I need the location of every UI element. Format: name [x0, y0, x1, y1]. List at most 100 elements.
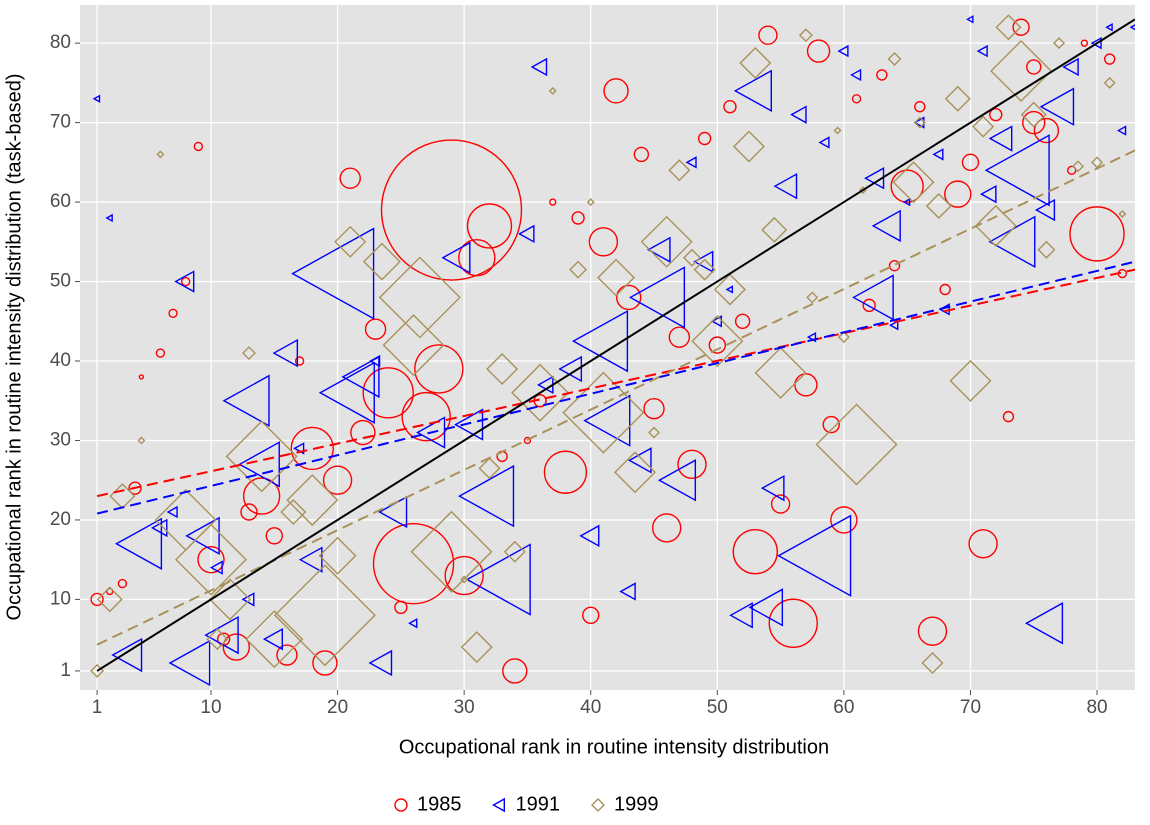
axes: 1 10 20 30 40 50 60 70 80 1 10 20 30 40 50 60 70 80	[50, 32, 1108, 718]
point	[209, 560, 223, 575]
point	[117, 578, 128, 589]
point	[1002, 410, 1015, 423]
point	[1103, 53, 1116, 65]
point	[111, 637, 143, 673]
point	[1012, 18, 1030, 36]
point	[378, 256, 461, 339]
point	[968, 529, 998, 559]
point	[530, 57, 548, 77]
point	[1067, 165, 1077, 175]
y-tick-label: 10	[50, 588, 71, 609]
point	[401, 391, 451, 442]
point	[511, 363, 570, 422]
y-tick-label: 70	[50, 112, 71, 133]
point	[114, 517, 163, 570]
point	[262, 627, 283, 651]
point	[708, 336, 727, 354]
point	[518, 224, 535, 244]
point	[754, 346, 807, 399]
point	[562, 371, 645, 454]
point	[837, 331, 850, 344]
point	[273, 564, 376, 667]
point	[677, 449, 707, 480]
point	[972, 115, 995, 138]
point	[175, 523, 247, 596]
point	[1129, 24, 1135, 31]
point	[944, 180, 972, 208]
fit-line	[96, 268, 1135, 498]
y-axis-title: Occupational rank in routine intensity d…	[3, 74, 25, 621]
x-tick-label: 20	[327, 697, 348, 718]
point	[984, 134, 1050, 207]
point	[1026, 59, 1042, 75]
point	[748, 588, 784, 627]
point	[1062, 57, 1079, 77]
point	[280, 499, 307, 525]
point	[770, 494, 791, 514]
point	[380, 139, 523, 281]
point	[1039, 87, 1075, 126]
point	[862, 298, 876, 313]
point	[486, 352, 519, 385]
point	[240, 503, 258, 521]
point	[597, 258, 636, 297]
point	[276, 644, 298, 666]
point	[174, 270, 195, 293]
point	[543, 450, 588, 494]
point	[693, 258, 716, 281]
point	[668, 326, 691, 348]
point	[815, 403, 898, 486]
point	[822, 415, 840, 434]
x-tick-label: 40	[580, 697, 601, 718]
point	[777, 514, 852, 597]
point	[1080, 39, 1089, 47]
point	[758, 25, 778, 45]
point	[651, 513, 682, 543]
point	[974, 204, 1017, 247]
point	[185, 516, 220, 556]
point	[1116, 125, 1127, 136]
point	[582, 606, 600, 625]
point	[913, 116, 925, 129]
point	[312, 650, 338, 676]
point	[685, 156, 697, 169]
x-tick-label: 1	[92, 697, 103, 718]
point	[571, 309, 629, 373]
point	[298, 546, 323, 573]
point	[569, 260, 588, 279]
point	[394, 600, 408, 615]
point	[586, 198, 595, 207]
point	[888, 259, 901, 272]
point	[668, 159, 691, 182]
point	[633, 146, 650, 163]
legend-symbol	[492, 797, 505, 813]
point	[966, 15, 974, 24]
point	[851, 94, 862, 104]
point	[549, 198, 557, 206]
point	[460, 631, 493, 664]
point	[852, 274, 894, 321]
point	[502, 658, 528, 684]
point	[932, 148, 944, 161]
point	[939, 283, 951, 296]
point	[291, 227, 375, 320]
point	[627, 447, 652, 474]
y-tick-label: 20	[50, 509, 71, 530]
point	[949, 359, 992, 402]
point	[265, 527, 283, 545]
point	[444, 555, 484, 596]
grid	[80, 5, 1135, 690]
point	[341, 355, 380, 399]
point	[790, 105, 807, 124]
point	[1072, 160, 1085, 173]
point	[1105, 23, 1113, 32]
point	[414, 344, 464, 394]
point	[887, 52, 902, 67]
point	[460, 575, 469, 584]
point	[761, 216, 788, 243]
y-tick-label: 60	[50, 191, 71, 212]
point	[995, 14, 1022, 41]
point	[458, 239, 496, 277]
point	[1118, 210, 1127, 218]
point	[362, 367, 414, 419]
